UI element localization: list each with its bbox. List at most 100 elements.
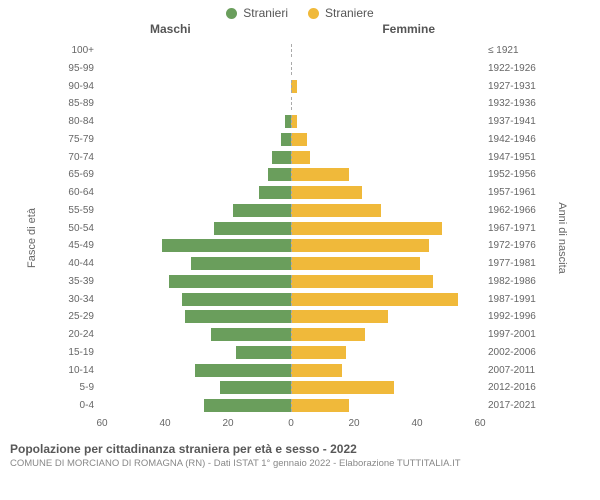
birth-year-label: 1937-1941 [484, 116, 540, 127]
bar-female [291, 204, 381, 217]
chart-area: Fasce di età Anni di nascita 100+≤ 19219… [0, 38, 600, 438]
center-line [291, 186, 292, 199]
legend-male-label: Stranieri [243, 6, 288, 20]
pyramid-row: 55-59 1962-1966 [60, 202, 540, 219]
center-line [291, 257, 292, 270]
birth-year-label: 2012-2016 [484, 382, 540, 393]
bar-male [162, 239, 291, 252]
pyramid-row: 20-241997-2001 [60, 326, 540, 343]
x-axis: 6040200204060 [102, 418, 480, 434]
bar-male [259, 186, 291, 199]
row-bars [98, 186, 484, 199]
birth-year-label: 1992-1996 [484, 311, 540, 322]
birth-year-label: 1922-1926 [484, 63, 540, 74]
legend-female-label: Straniere [325, 6, 374, 20]
header-male: Maschi [150, 22, 191, 36]
pyramid-row: 40-441977-1981 [60, 255, 540, 272]
row-bars [98, 222, 484, 235]
birth-year-label: 1987-1991 [484, 294, 540, 305]
legend-female: Straniere [308, 6, 374, 20]
center-line [291, 364, 292, 377]
bar-female [291, 364, 342, 377]
bar-male [233, 204, 291, 217]
pyramid-row: 25-29 1992-1996 [60, 308, 540, 325]
pyramid-row: 0-42017-2021 [60, 397, 540, 414]
row-bars [98, 204, 484, 217]
age-label: 0-4 [60, 400, 98, 411]
birth-year-label: ≤ 1921 [484, 45, 540, 56]
center-line [291, 151, 292, 164]
y-axis-right-title: Anni di nascita [556, 202, 568, 274]
age-label: 50-54 [60, 223, 98, 234]
bar-female [291, 222, 442, 235]
pyramid-row: 30-341987-1991 [60, 291, 540, 308]
age-label: 85-89 [60, 98, 98, 109]
bar-male [220, 381, 291, 394]
bar-male [211, 328, 291, 341]
row-bars [98, 115, 484, 128]
bar-female [291, 133, 307, 146]
row-bars [98, 62, 484, 75]
age-label: 80-84 [60, 116, 98, 127]
pyramid-row: 15-19 2002-2006 [60, 344, 540, 361]
birth-year-label: 1932-1936 [484, 98, 540, 109]
center-line [291, 293, 292, 306]
bar-female [291, 399, 349, 412]
age-label: 40-44 [60, 258, 98, 269]
pyramid-row: 45-49 1972-1976 [60, 237, 540, 254]
center-line [291, 44, 292, 57]
chart-subtitle: COMUNE DI MORCIANO DI ROMAGNA (RN) - Dat… [10, 458, 590, 469]
pyramid-row: 60-641957-1961 [60, 184, 540, 201]
pyramid-row: 65-691952-1956 [60, 166, 540, 183]
bar-male [195, 364, 292, 377]
bar-male [191, 257, 291, 270]
age-label: 75-79 [60, 134, 98, 145]
age-label: 25-29 [60, 311, 98, 322]
row-bars [98, 381, 484, 394]
row-bars [98, 293, 484, 306]
center-line [291, 168, 292, 181]
bar-male [182, 293, 291, 306]
age-label: 70-74 [60, 152, 98, 163]
age-label: 15-19 [60, 347, 98, 358]
birth-year-label: 1962-1966 [484, 205, 540, 216]
birth-year-label: 1997-2001 [484, 329, 540, 340]
birth-year-label: 2002-2006 [484, 347, 540, 358]
age-label: 45-49 [60, 240, 98, 251]
row-bars [98, 310, 484, 323]
birth-year-label: 1982-1986 [484, 276, 540, 287]
legend-male: Stranieri [226, 6, 288, 20]
bar-male [214, 222, 291, 235]
birth-year-label: 1972-1976 [484, 240, 540, 251]
bar-female [291, 346, 346, 359]
center-line [291, 381, 292, 394]
chart-container: Stranieri Straniere Maschi Femmine Fasce… [0, 0, 600, 500]
bar-male [185, 310, 291, 323]
age-label: 35-39 [60, 276, 98, 287]
pyramid-row: 5-92012-2016 [60, 379, 540, 396]
legend-female-swatch [308, 8, 319, 19]
center-line [291, 133, 292, 146]
bar-female [291, 293, 458, 306]
pyramid-row: 75-791942-1946 [60, 131, 540, 148]
center-line [291, 97, 292, 110]
row-bars [98, 257, 484, 270]
row-bars [98, 44, 484, 57]
row-bars [98, 133, 484, 146]
bar-female [291, 186, 362, 199]
pyramid-row: 10-142007-2011 [60, 362, 540, 379]
center-line [291, 346, 292, 359]
legend: Stranieri Straniere [0, 0, 600, 22]
pyramid-row: 35-39 1982-1986 [60, 273, 540, 290]
age-label: 55-59 [60, 205, 98, 216]
bar-female [291, 168, 349, 181]
pyramid-row: 85-89 1932-1936 [60, 95, 540, 112]
row-bars [98, 399, 484, 412]
center-line [291, 310, 292, 323]
bar-male [169, 275, 291, 288]
bar-female [291, 257, 420, 270]
bar-female [291, 328, 365, 341]
column-headers: Maschi Femmine [0, 22, 600, 38]
row-bars [98, 151, 484, 164]
center-line [291, 328, 292, 341]
